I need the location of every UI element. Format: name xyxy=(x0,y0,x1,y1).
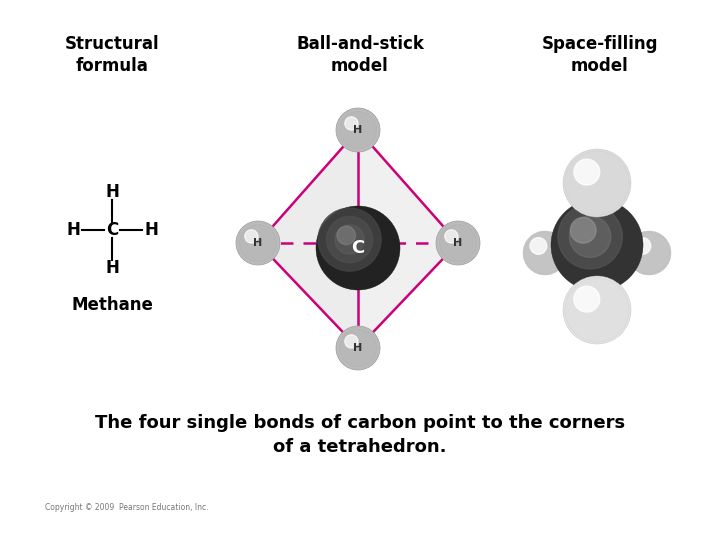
Circle shape xyxy=(316,206,400,290)
Text: C: C xyxy=(106,221,118,239)
Circle shape xyxy=(524,232,566,274)
Circle shape xyxy=(564,151,629,215)
Circle shape xyxy=(564,278,629,342)
Circle shape xyxy=(523,231,567,275)
Circle shape xyxy=(339,111,377,148)
Circle shape xyxy=(436,221,480,265)
Circle shape xyxy=(339,329,377,367)
Circle shape xyxy=(627,231,671,275)
Circle shape xyxy=(437,222,479,264)
Text: H: H xyxy=(354,343,363,353)
Circle shape xyxy=(337,327,379,369)
Text: H: H xyxy=(354,125,363,135)
Circle shape xyxy=(336,326,380,370)
Circle shape xyxy=(336,108,380,152)
Polygon shape xyxy=(358,130,458,348)
Circle shape xyxy=(345,335,358,348)
Circle shape xyxy=(558,205,622,269)
Circle shape xyxy=(628,232,670,274)
Circle shape xyxy=(236,221,280,265)
Text: C: C xyxy=(351,239,364,257)
Circle shape xyxy=(239,224,276,262)
Text: H: H xyxy=(454,238,463,248)
Circle shape xyxy=(551,199,643,291)
Text: H: H xyxy=(253,238,263,248)
Text: Methane: Methane xyxy=(71,296,153,314)
Text: Ball-and-stick
model: Ball-and-stick model xyxy=(296,35,424,75)
Circle shape xyxy=(445,230,458,243)
Circle shape xyxy=(439,224,477,262)
Text: Structural
formula: Structural formula xyxy=(65,35,159,75)
Text: The four single bonds of carbon point to the corners
of a tetrahedron.: The four single bonds of carbon point to… xyxy=(95,414,625,456)
Text: Space-filling
model: Space-filling model xyxy=(541,35,658,75)
Circle shape xyxy=(345,117,358,130)
Circle shape xyxy=(245,230,258,243)
Text: H: H xyxy=(105,183,119,201)
Circle shape xyxy=(326,217,373,262)
Circle shape xyxy=(318,208,381,271)
Text: H: H xyxy=(66,221,80,239)
Text: H: H xyxy=(144,221,158,239)
Circle shape xyxy=(563,276,631,344)
Circle shape xyxy=(337,226,356,245)
Circle shape xyxy=(530,238,546,254)
Circle shape xyxy=(563,149,631,217)
Circle shape xyxy=(237,222,279,264)
Circle shape xyxy=(574,159,600,185)
Circle shape xyxy=(337,109,379,151)
Circle shape xyxy=(574,286,600,312)
Text: Copyright © 2009  Pearson Education, Inc.: Copyright © 2009 Pearson Education, Inc. xyxy=(45,503,209,512)
Circle shape xyxy=(634,238,651,254)
Text: H: H xyxy=(105,259,119,277)
Circle shape xyxy=(335,225,364,254)
Circle shape xyxy=(570,216,611,258)
Circle shape xyxy=(570,218,596,243)
Polygon shape xyxy=(258,130,358,348)
